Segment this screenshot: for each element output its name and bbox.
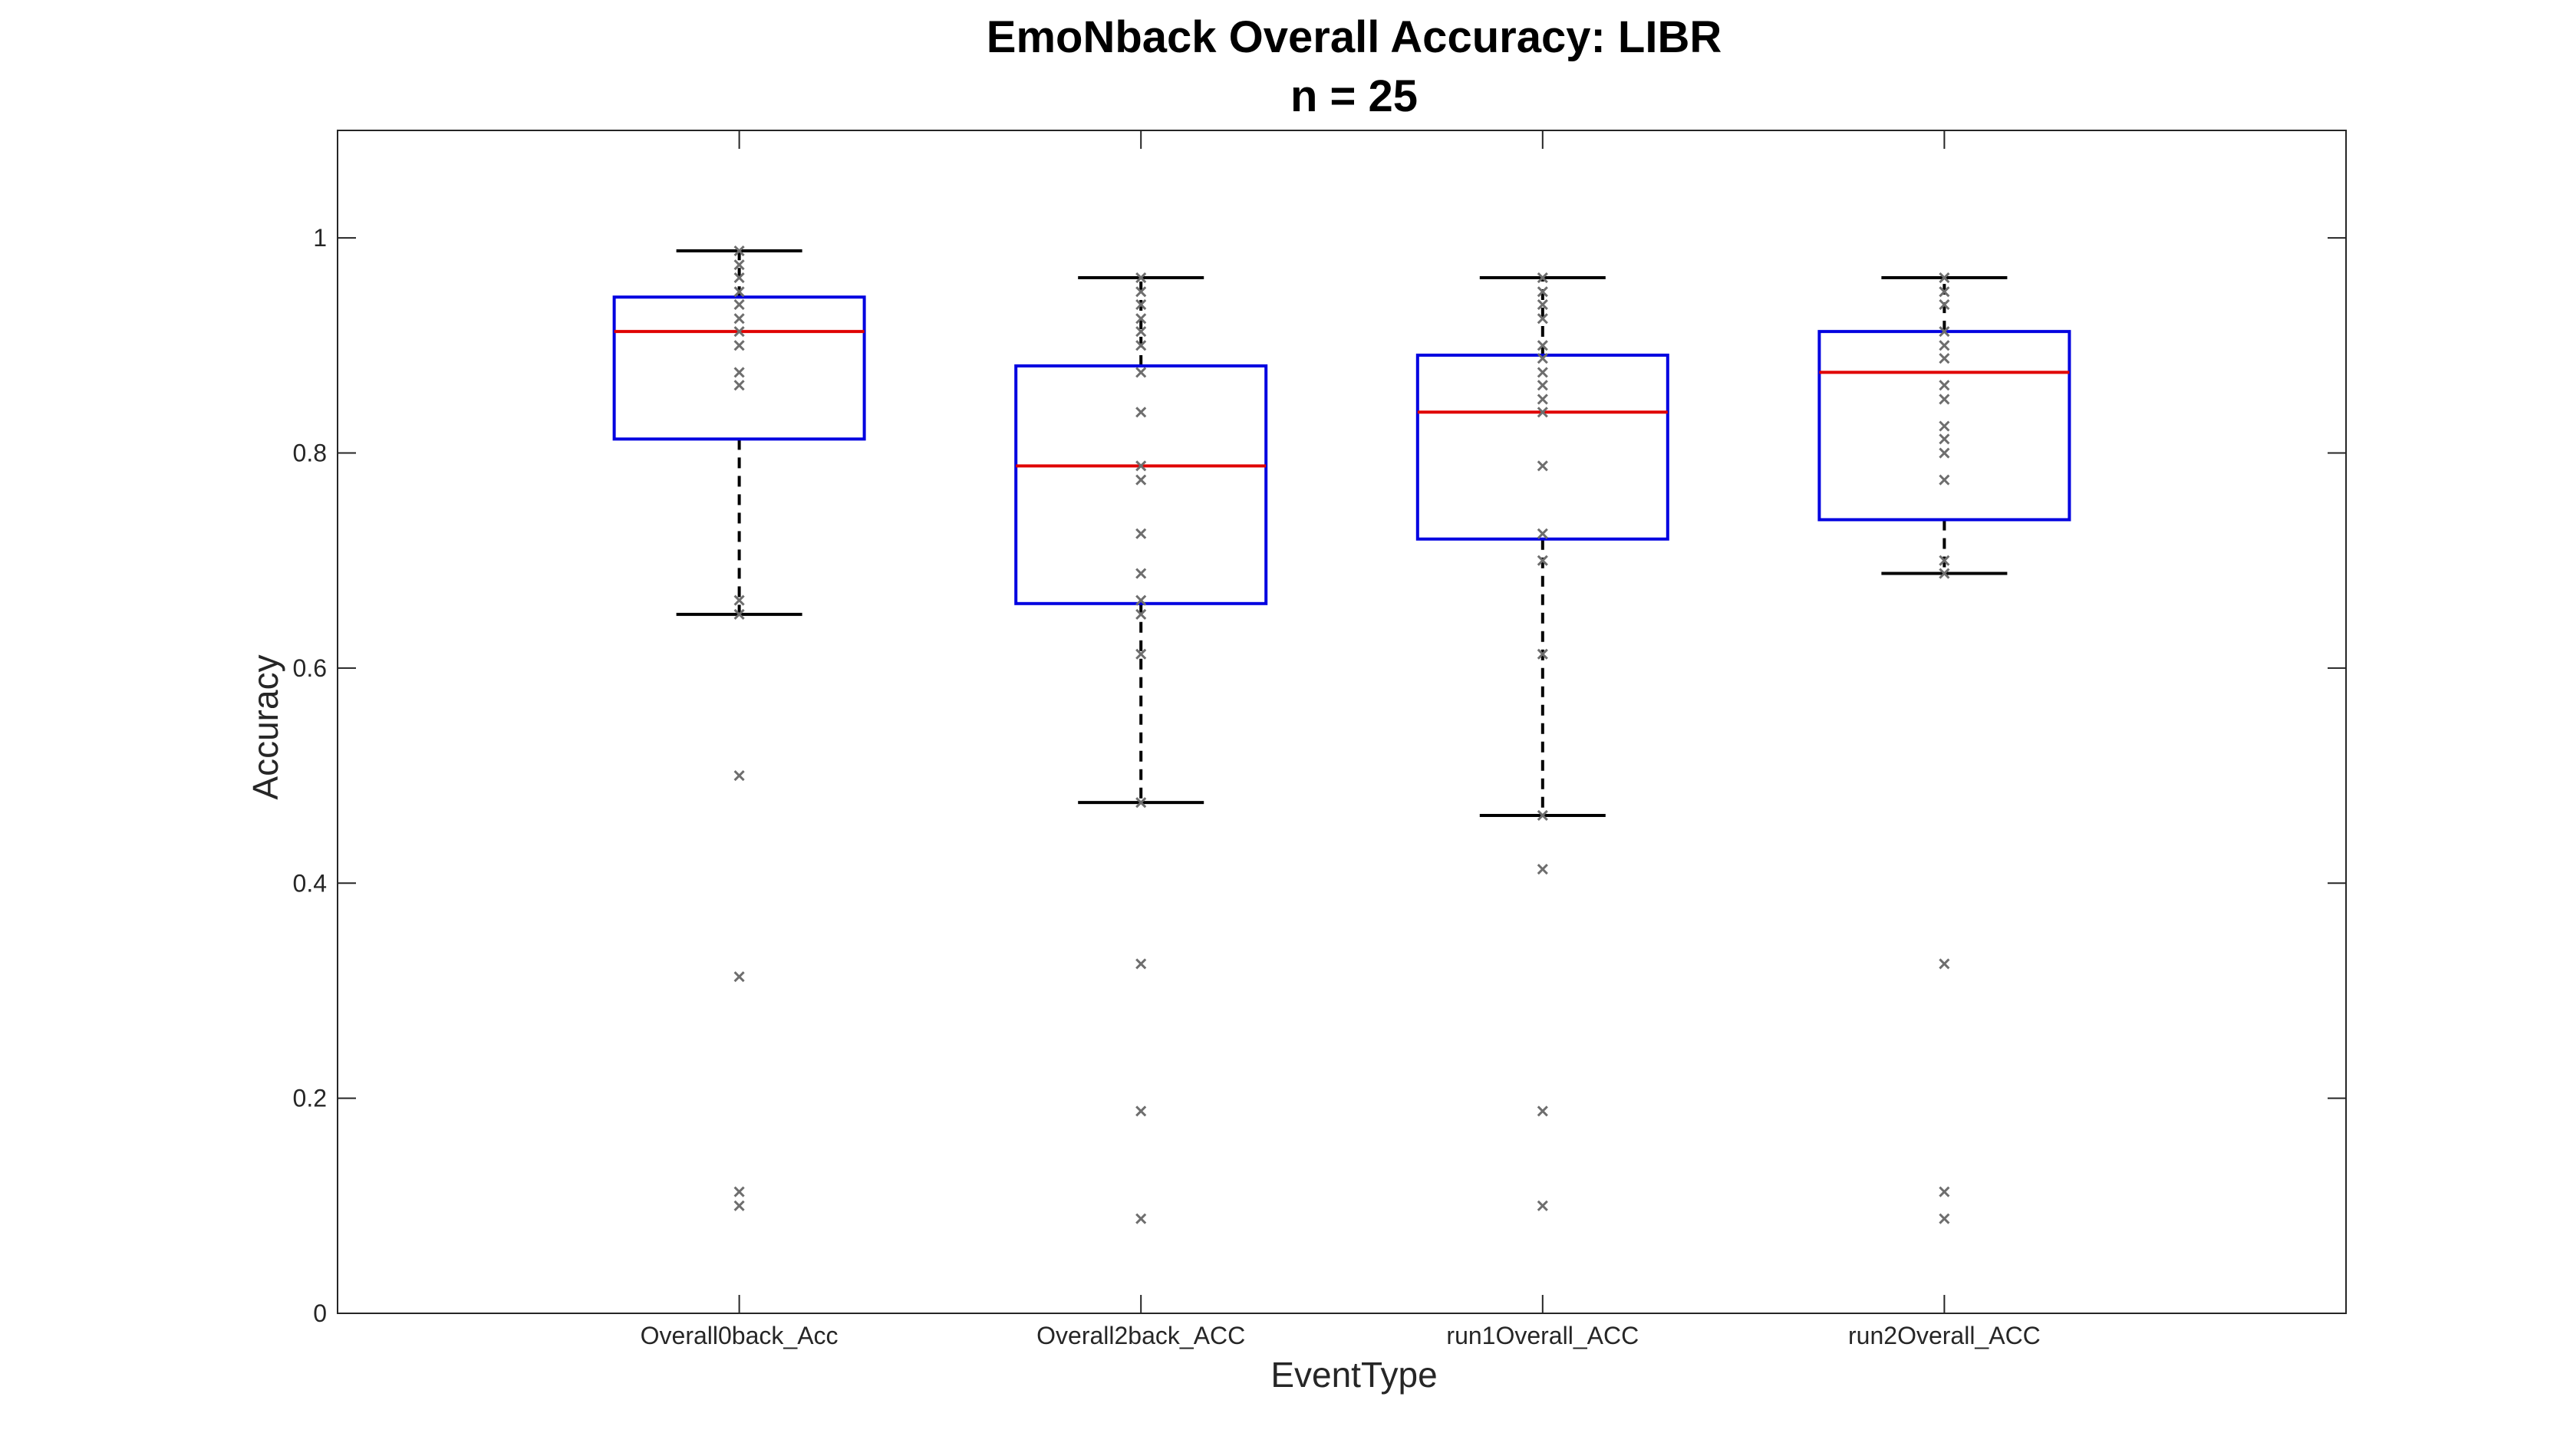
data-point — [1537, 1200, 1548, 1211]
data-point — [1135, 608, 1147, 620]
data-point — [1135, 958, 1147, 970]
axes: 0 0.2 0.4 0.6 0.8 1 Overall0back_Acc Overall2ba… — [293, 130, 2347, 1349]
data-point — [1135, 299, 1147, 311]
data-point — [1135, 797, 1147, 809]
data-point — [733, 259, 745, 271]
y-tick-label: 0.6 — [293, 654, 327, 682]
data-point — [1939, 420, 1950, 432]
data-point — [1939, 447, 1950, 459]
data-point — [1537, 353, 1548, 364]
data-point — [1135, 313, 1147, 324]
box-iqr — [1014, 364, 1268, 605]
data-point — [733, 272, 745, 284]
data-point — [1537, 863, 1548, 875]
box-group — [1415, 272, 1669, 1211]
data-point — [1537, 528, 1548, 539]
box-group — [1817, 272, 2071, 1224]
box-group — [612, 245, 866, 1211]
data-point — [733, 595, 745, 606]
data-point — [1135, 460, 1147, 472]
data-point — [1939, 340, 1950, 351]
axes-frame — [337, 130, 2347, 1314]
data-point — [1939, 555, 1950, 566]
data-point — [1939, 380, 1950, 391]
data-point — [1537, 394, 1548, 405]
data-point — [1537, 460, 1548, 472]
data-point — [1939, 286, 1950, 298]
x-axis-label: EventType — [1270, 1355, 1437, 1395]
data-point — [733, 340, 745, 351]
data-point — [1537, 272, 1548, 284]
data-point — [1135, 407, 1147, 418]
box-group — [1014, 272, 1268, 1224]
y-tick-label: 0.2 — [293, 1085, 327, 1112]
data-point — [1135, 1213, 1147, 1224]
data-point — [733, 608, 745, 620]
data-point — [733, 1186, 745, 1197]
data-point — [1537, 1105, 1548, 1117]
data-point — [733, 286, 745, 298]
y-tick-label: 0.4 — [293, 869, 327, 897]
data-point — [1939, 958, 1950, 970]
data-point — [1537, 809, 1548, 822]
chart-subtitle: n = 25 — [1290, 71, 1418, 121]
data-point — [1537, 367, 1548, 378]
data-point — [1537, 407, 1548, 418]
chart-title: EmoNback Overall Accuracy: LIBR — [987, 12, 1722, 62]
data-point — [1939, 474, 1950, 486]
box-iqr — [1415, 353, 1669, 541]
data-point — [1135, 272, 1147, 284]
data-point — [733, 971, 745, 983]
data-point — [1135, 528, 1147, 539]
data-point — [733, 313, 745, 324]
data-point — [1537, 380, 1548, 391]
data-point — [1135, 648, 1147, 660]
data-point — [1537, 299, 1548, 311]
data-point — [1135, 595, 1147, 606]
data-point — [733, 367, 745, 378]
data-point — [1537, 648, 1548, 660]
data-point — [1939, 1213, 1950, 1224]
data-point — [1135, 1105, 1147, 1117]
data-point — [1135, 326, 1147, 338]
data-point — [1939, 326, 1950, 338]
data-point — [1135, 474, 1147, 486]
data-point — [1939, 568, 1950, 579]
data-point — [733, 770, 745, 782]
y-tick-label: 0 — [313, 1300, 327, 1327]
data-point — [1537, 313, 1548, 324]
x-tick-label: Overall2back_ACC — [1036, 1322, 1245, 1349]
data-point — [1939, 433, 1950, 445]
box-iqr — [612, 295, 866, 441]
y-tick-label: 0.8 — [293, 440, 327, 467]
data-point — [1939, 299, 1950, 311]
y-tick-label: 1 — [313, 224, 327, 252]
data-point — [733, 1200, 745, 1211]
data-point — [733, 326, 745, 338]
data-point — [1135, 568, 1147, 579]
x-tick-label: Overall0back_Acc — [641, 1322, 839, 1349]
x-tick-label: run2Overall_ACC — [1848, 1322, 2041, 1349]
data-point — [1135, 367, 1147, 378]
data-point — [1537, 286, 1548, 298]
data-point — [1939, 394, 1950, 405]
x-tick-label: run1Overall_ACC — [1446, 1322, 1639, 1349]
y-axis-label: Accuracy — [245, 654, 285, 799]
data-point — [1939, 353, 1950, 364]
plot-area — [612, 245, 2071, 1224]
data-point — [733, 380, 745, 391]
data-point — [1939, 1186, 1950, 1197]
data-point — [1939, 272, 1950, 284]
data-point — [1537, 340, 1548, 351]
data-point — [1135, 286, 1147, 298]
data-point — [733, 299, 745, 311]
data-point — [1537, 555, 1548, 566]
data-point — [733, 245, 745, 257]
data-point — [1135, 340, 1147, 351]
